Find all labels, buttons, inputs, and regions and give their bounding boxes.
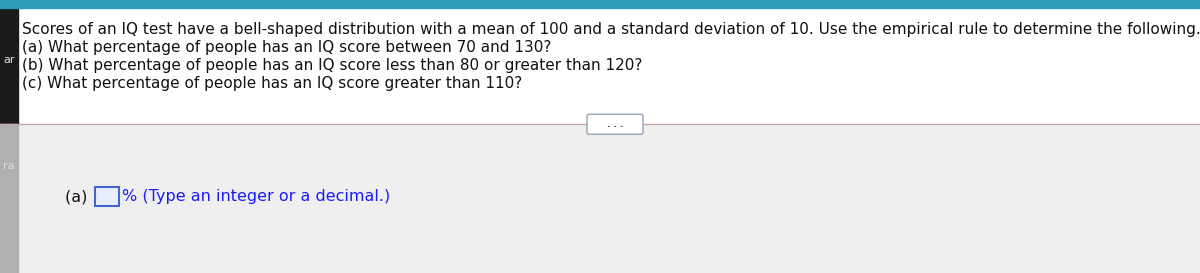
Text: (c) What percentage of people has an IQ score greater than 110?: (c) What percentage of people has an IQ … — [22, 76, 522, 91]
Text: . . .: . . . — [607, 120, 623, 129]
Bar — [0, 124, 18, 273]
Text: % (Type an integer or a decimal.): % (Type an integer or a decimal.) — [122, 189, 390, 204]
Text: ar: ar — [4, 55, 14, 65]
Text: (a): (a) — [65, 189, 92, 204]
Text: ra: ra — [4, 161, 14, 171]
Bar — [0, 8, 18, 124]
Bar — [0, 124, 1200, 273]
Bar — [95, 187, 119, 206]
Text: (a) What percentage of people has an IQ score between 70 and 130?: (a) What percentage of people has an IQ … — [22, 40, 551, 55]
FancyBboxPatch shape — [587, 114, 643, 134]
Bar — [0, 0, 1200, 8]
Bar — [0, 0, 1200, 124]
Text: Scores of an IQ test have a bell-shaped distribution with a mean of 100 and a st: Scores of an IQ test have a bell-shaped … — [22, 22, 1200, 37]
Text: (b) What percentage of people has an IQ score less than 80 or greater than 120?: (b) What percentage of people has an IQ … — [22, 58, 642, 73]
